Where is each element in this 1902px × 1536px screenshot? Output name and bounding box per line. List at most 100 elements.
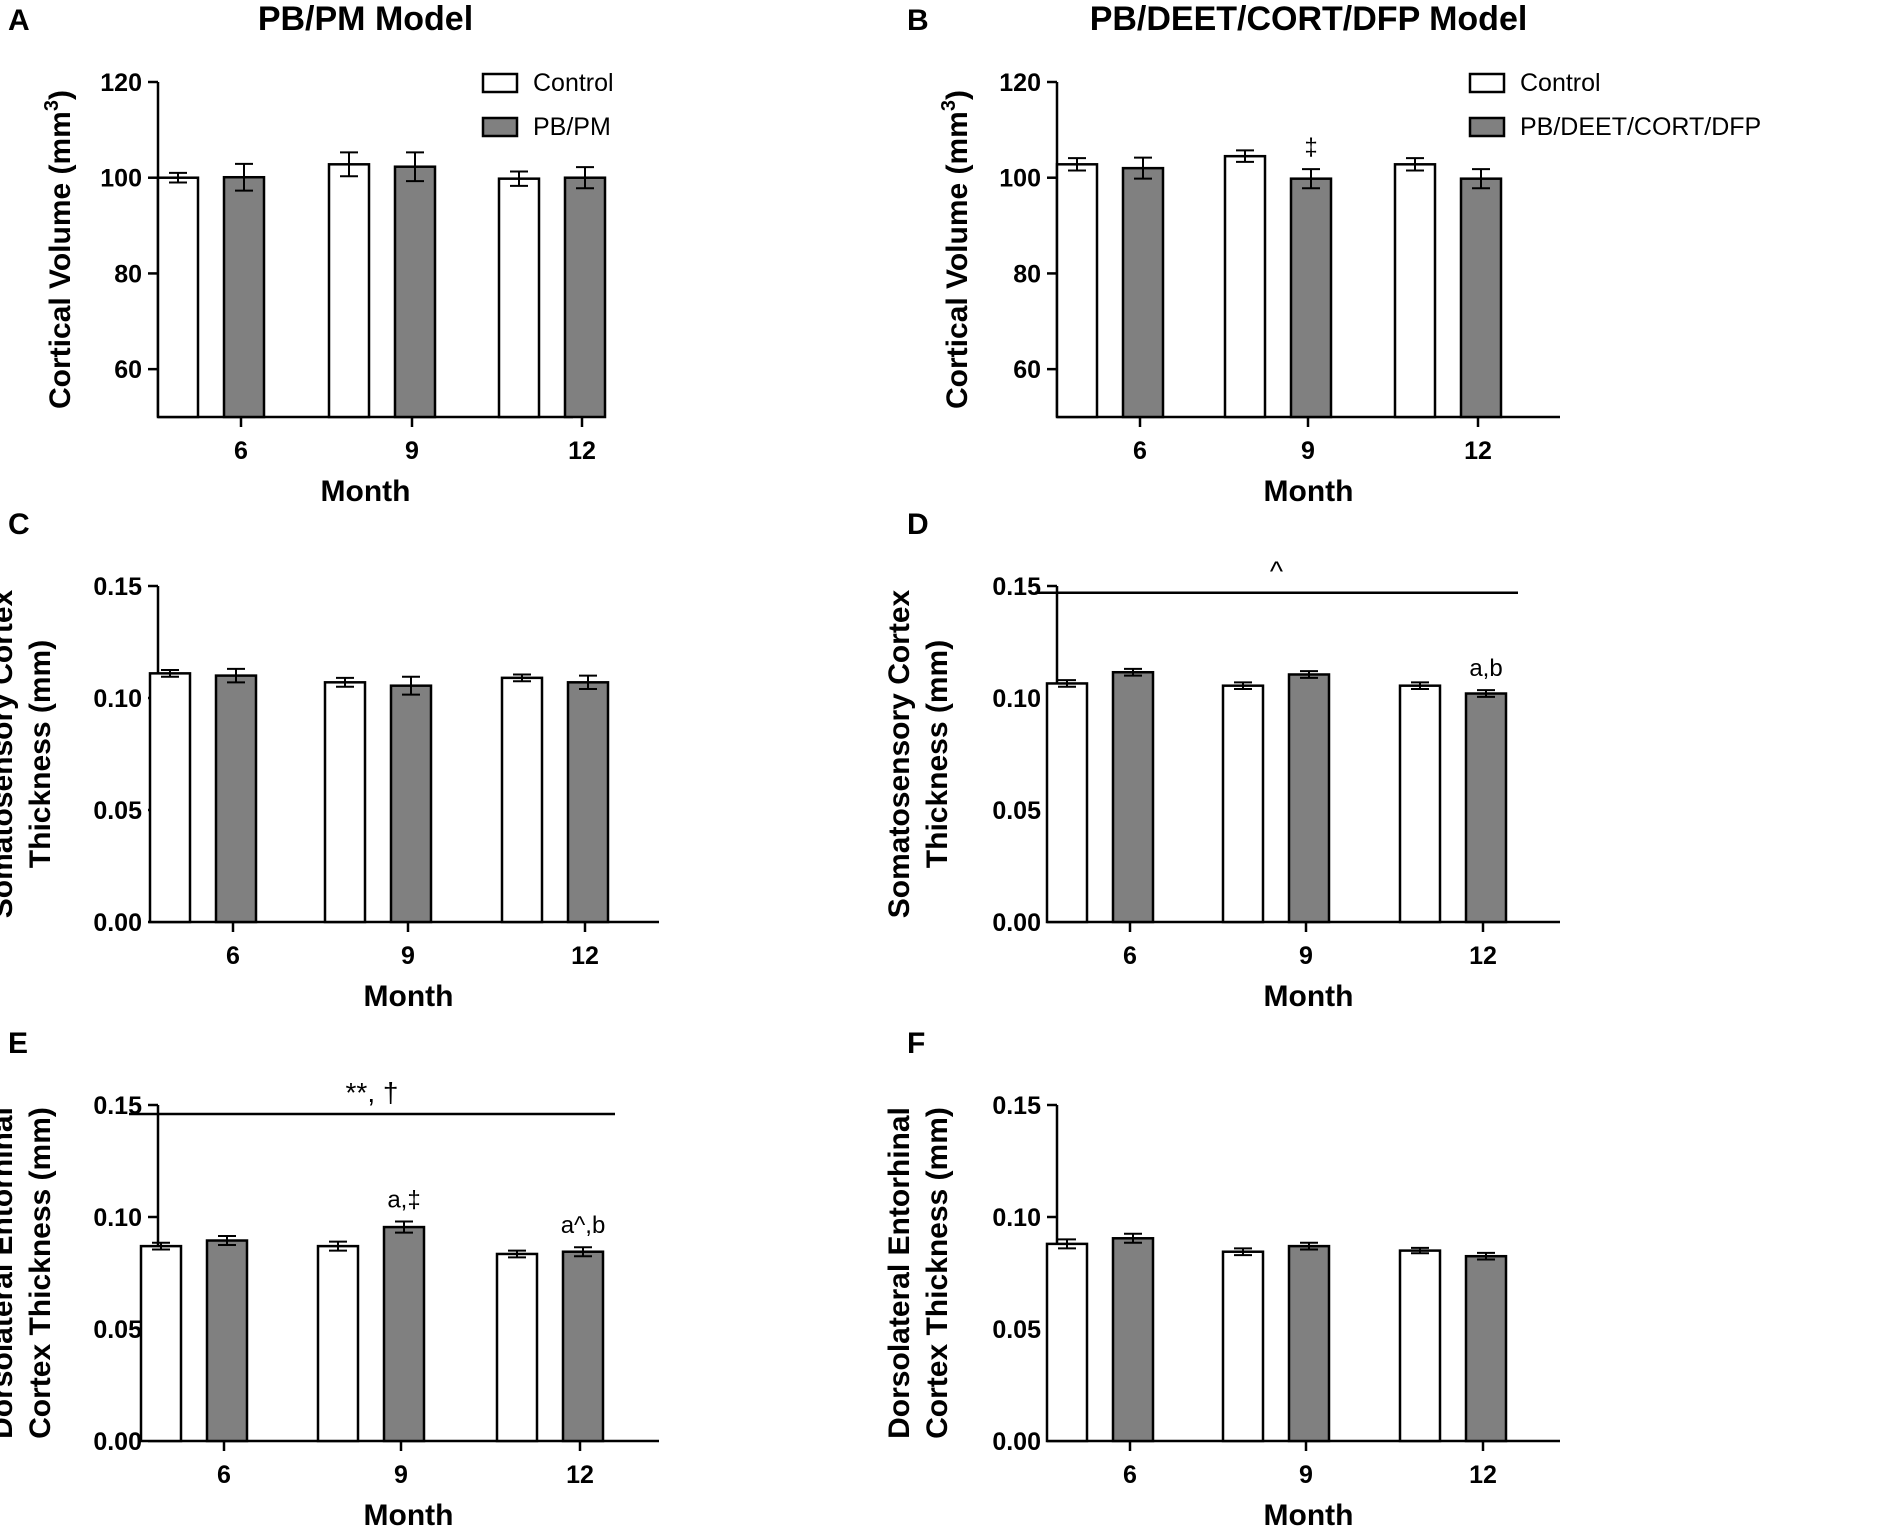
legend-swatch bbox=[481, 116, 519, 138]
bar-treated bbox=[1459, 177, 1503, 419]
y-tick-label: 120 bbox=[999, 69, 1041, 97]
y-tick-label: 0.10 bbox=[992, 1204, 1041, 1232]
error-bar bbox=[340, 151, 358, 178]
x-tick-label: 6 bbox=[226, 942, 240, 970]
y-tick-label: 80 bbox=[1013, 260, 1041, 288]
bar-control bbox=[1221, 1250, 1265, 1443]
bar-treated bbox=[1287, 1244, 1331, 1443]
chart-panel-f: F 0.00 0.05 0.10 0.15 6 9 12 Month Dorsolateral E… bbox=[883, 1027, 1560, 1532]
error-bar bbox=[1234, 1247, 1252, 1257]
bar-control bbox=[156, 176, 200, 419]
chart-title: PB/PM Model bbox=[258, 0, 473, 38]
legend-swatch bbox=[1468, 116, 1506, 138]
error-bar bbox=[1124, 667, 1142, 677]
panel-letter: A bbox=[8, 4, 30, 37]
bar-treated bbox=[222, 175, 266, 419]
x-tick-label: 12 bbox=[568, 437, 596, 465]
bar-control bbox=[1398, 684, 1442, 924]
error-bar bbox=[1234, 681, 1252, 691]
y-tick-label: 80 bbox=[114, 260, 142, 288]
bar-control bbox=[323, 681, 367, 924]
bar-control bbox=[1223, 154, 1267, 419]
error-bar bbox=[1124, 1232, 1142, 1244]
bar-treated bbox=[1464, 1254, 1508, 1443]
error-bar bbox=[508, 1249, 526, 1259]
y-tick-label: 120 bbox=[100, 69, 142, 97]
bar-control bbox=[1045, 682, 1089, 924]
bar-treated bbox=[561, 1250, 605, 1443]
x-axis-title: Month bbox=[1264, 980, 1354, 1013]
error-bar bbox=[1477, 689, 1495, 698]
legend-label: Control bbox=[1520, 69, 1601, 97]
bar-control bbox=[1045, 1242, 1089, 1443]
bar-control bbox=[1393, 163, 1437, 419]
error-bar bbox=[395, 1220, 413, 1234]
bar-treated bbox=[1111, 670, 1155, 924]
significance-annotation: a,‡ bbox=[387, 1186, 420, 1213]
x-tick-label: 12 bbox=[566, 1461, 594, 1489]
bar-control bbox=[316, 1244, 360, 1443]
error-bar bbox=[1058, 679, 1076, 688]
error-bar bbox=[1472, 168, 1490, 190]
x-tick-label: 12 bbox=[1464, 437, 1492, 465]
significance-line-label: **, † bbox=[346, 1077, 399, 1108]
error-bar bbox=[152, 1241, 170, 1251]
panel-letter: E bbox=[8, 1027, 28, 1060]
error-bar bbox=[510, 170, 528, 187]
y-tick-label: 0.15 bbox=[93, 573, 142, 601]
bar-treated bbox=[1289, 177, 1333, 419]
x-tick-label: 6 bbox=[234, 437, 248, 465]
legend-item: PB/DEET/CORT/DFP bbox=[1468, 113, 1761, 141]
bar-treated bbox=[382, 1225, 426, 1443]
significance-line-label: ^ bbox=[1270, 556, 1283, 587]
x-tick-label: 12 bbox=[1469, 1461, 1497, 1489]
legend-item: Control bbox=[1468, 69, 1601, 97]
x-tick-label: 9 bbox=[1299, 1461, 1313, 1489]
panel-letter: F bbox=[907, 1027, 925, 1060]
error-bar bbox=[329, 1240, 347, 1252]
bar-control bbox=[1221, 684, 1265, 924]
legend-swatch bbox=[1468, 72, 1506, 94]
y-tick-label: 0.15 bbox=[93, 1092, 142, 1120]
legend-swatch bbox=[481, 72, 519, 94]
x-tick-label: 6 bbox=[1133, 437, 1147, 465]
error-bar bbox=[1134, 156, 1152, 180]
error-bar bbox=[336, 676, 354, 688]
y-tick-label: 0.00 bbox=[93, 909, 142, 937]
panel-letter: C bbox=[8, 508, 30, 541]
y-tick-label: 0.05 bbox=[93, 797, 142, 825]
bar-treated bbox=[563, 176, 607, 419]
y-tick-label: 0.10 bbox=[93, 1204, 142, 1232]
legend-label: PB/DEET/CORT/DFP bbox=[1520, 113, 1761, 141]
y-tick-label: 0.05 bbox=[93, 1316, 142, 1344]
error-bar bbox=[513, 673, 531, 683]
y-axis-title: Somatosensory CortexThickness (mm) bbox=[0, 589, 57, 918]
y-tick-label: 100 bbox=[999, 165, 1041, 193]
panel-letter: B bbox=[907, 4, 929, 37]
bar-control bbox=[1055, 163, 1099, 419]
x-tick-label: 6 bbox=[1123, 942, 1137, 970]
bar-control bbox=[139, 1244, 183, 1443]
x-axis-title: Month bbox=[321, 475, 411, 508]
x-axis-title: Month bbox=[364, 980, 454, 1013]
y-tick-label: 0.00 bbox=[992, 909, 1041, 937]
x-tick-label: 6 bbox=[217, 1461, 231, 1489]
bar-control bbox=[148, 672, 192, 924]
error-bar bbox=[1411, 1246, 1429, 1255]
bar-treated bbox=[393, 165, 437, 419]
x-axis-title: Month bbox=[1264, 1499, 1354, 1532]
y-tick-label: 0.15 bbox=[992, 573, 1041, 601]
y-axis-title: Cortical Volume (mm3) bbox=[938, 90, 974, 409]
bar-control bbox=[327, 163, 371, 419]
bar-control bbox=[495, 1252, 539, 1443]
error-bar bbox=[1300, 1241, 1318, 1251]
x-tick-label: 12 bbox=[1469, 942, 1497, 970]
bar-treated bbox=[566, 681, 610, 924]
error-bar bbox=[576, 166, 594, 190]
y-tick-label: 60 bbox=[1013, 356, 1041, 384]
chart-panel-d: D 0.00 0.05 0.10 0.15 6 9 12 Month Somatosensory … bbox=[883, 508, 1560, 1013]
y-tick-label: 100 bbox=[100, 165, 142, 193]
y-tick-label: 0.15 bbox=[992, 1092, 1041, 1120]
